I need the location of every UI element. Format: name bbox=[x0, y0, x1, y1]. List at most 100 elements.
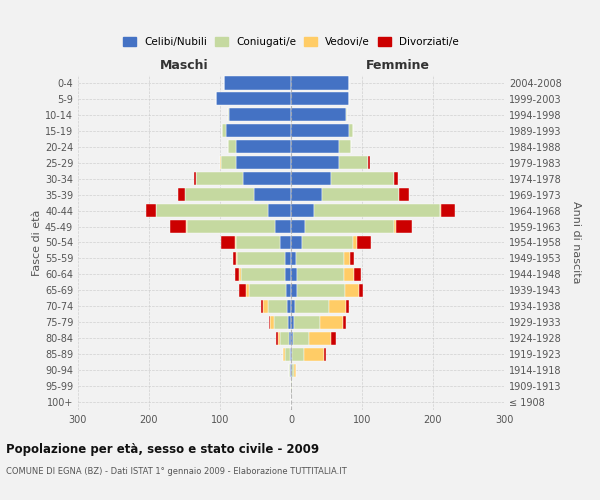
Bar bbox=[368, 156, 370, 170]
Bar bbox=[291, 172, 331, 185]
Bar bbox=[345, 284, 359, 297]
Bar bbox=[302, 236, 353, 249]
Bar bbox=[235, 236, 236, 249]
Bar bbox=[294, 364, 296, 376]
Bar bbox=[357, 236, 371, 249]
Bar bbox=[291, 76, 349, 90]
Bar bbox=[359, 284, 364, 297]
Bar bbox=[290, 364, 291, 376]
Text: Maschi: Maschi bbox=[160, 58, 209, 71]
Bar bbox=[146, 204, 156, 217]
Text: Popolazione per età, sesso e stato civile - 2009: Popolazione per età, sesso e stato civil… bbox=[6, 442, 319, 456]
Bar bbox=[399, 188, 409, 201]
Bar bbox=[290, 348, 291, 360]
Bar bbox=[228, 108, 229, 122]
Bar bbox=[291, 380, 292, 392]
Bar bbox=[440, 204, 441, 217]
Bar bbox=[354, 268, 361, 281]
Bar bbox=[314, 204, 440, 217]
Bar bbox=[441, 204, 455, 217]
Text: COMUNE DI EGNA (BZ) - Dati ISTAT 1° gennaio 2009 - Elaborazione TUTTITALIA.IT: COMUNE DI EGNA (BZ) - Dati ISTAT 1° genn… bbox=[6, 468, 347, 476]
Bar bbox=[229, 108, 291, 122]
Bar bbox=[291, 364, 292, 376]
Bar bbox=[237, 252, 284, 265]
Bar bbox=[291, 332, 293, 345]
Bar bbox=[268, 300, 287, 313]
Bar bbox=[291, 300, 295, 313]
Bar bbox=[349, 124, 353, 138]
Bar bbox=[221, 236, 235, 249]
Bar bbox=[245, 284, 249, 297]
Bar bbox=[276, 332, 278, 345]
Bar bbox=[298, 284, 345, 297]
Bar bbox=[261, 300, 263, 313]
Bar bbox=[294, 316, 320, 329]
Bar bbox=[283, 348, 286, 360]
Bar bbox=[271, 316, 274, 329]
Bar bbox=[236, 236, 280, 249]
Bar bbox=[170, 220, 186, 233]
Bar bbox=[291, 236, 302, 249]
Bar bbox=[221, 156, 236, 170]
Bar bbox=[322, 188, 399, 201]
Bar bbox=[217, 92, 291, 106]
Bar bbox=[286, 348, 290, 360]
Bar bbox=[350, 252, 354, 265]
Bar bbox=[304, 348, 323, 360]
Bar bbox=[291, 348, 292, 360]
Bar bbox=[220, 156, 221, 170]
Bar bbox=[344, 252, 350, 265]
Bar bbox=[343, 316, 346, 329]
Bar bbox=[292, 348, 304, 360]
Bar bbox=[288, 316, 291, 329]
Bar bbox=[291, 108, 346, 122]
Bar bbox=[394, 220, 396, 233]
Bar bbox=[331, 172, 394, 185]
Bar bbox=[194, 172, 196, 185]
Bar bbox=[239, 268, 241, 281]
Bar bbox=[236, 252, 237, 265]
Bar bbox=[280, 236, 291, 249]
Bar bbox=[396, 220, 412, 233]
Bar bbox=[346, 300, 349, 313]
Bar bbox=[291, 268, 296, 281]
Bar bbox=[249, 284, 286, 297]
Bar bbox=[244, 172, 291, 185]
Bar bbox=[296, 268, 344, 281]
Bar bbox=[269, 316, 271, 329]
Bar bbox=[284, 252, 291, 265]
Bar bbox=[331, 332, 336, 345]
Bar bbox=[280, 332, 289, 345]
Bar bbox=[289, 332, 291, 345]
Bar bbox=[186, 220, 187, 233]
Bar bbox=[353, 236, 357, 249]
Bar bbox=[263, 300, 268, 313]
Bar bbox=[187, 220, 275, 233]
Text: Femmine: Femmine bbox=[365, 58, 430, 71]
Bar bbox=[274, 316, 288, 329]
Bar bbox=[296, 252, 344, 265]
Bar bbox=[338, 140, 350, 153]
Bar bbox=[241, 268, 286, 281]
Bar bbox=[309, 332, 331, 345]
Bar bbox=[235, 268, 239, 281]
Bar bbox=[233, 252, 236, 265]
Bar bbox=[295, 300, 329, 313]
Bar bbox=[291, 204, 314, 217]
Bar bbox=[338, 156, 368, 170]
Bar bbox=[185, 188, 254, 201]
Bar bbox=[254, 188, 291, 201]
Bar bbox=[178, 188, 185, 201]
Bar bbox=[293, 332, 309, 345]
Bar bbox=[291, 252, 296, 265]
Bar bbox=[287, 300, 291, 313]
Bar bbox=[268, 204, 291, 217]
Bar bbox=[291, 92, 349, 106]
Bar bbox=[320, 316, 343, 329]
Bar bbox=[291, 188, 322, 201]
Bar bbox=[228, 140, 236, 153]
Bar bbox=[236, 140, 291, 153]
Bar bbox=[222, 124, 226, 138]
Bar bbox=[224, 76, 291, 90]
Bar bbox=[291, 140, 338, 153]
